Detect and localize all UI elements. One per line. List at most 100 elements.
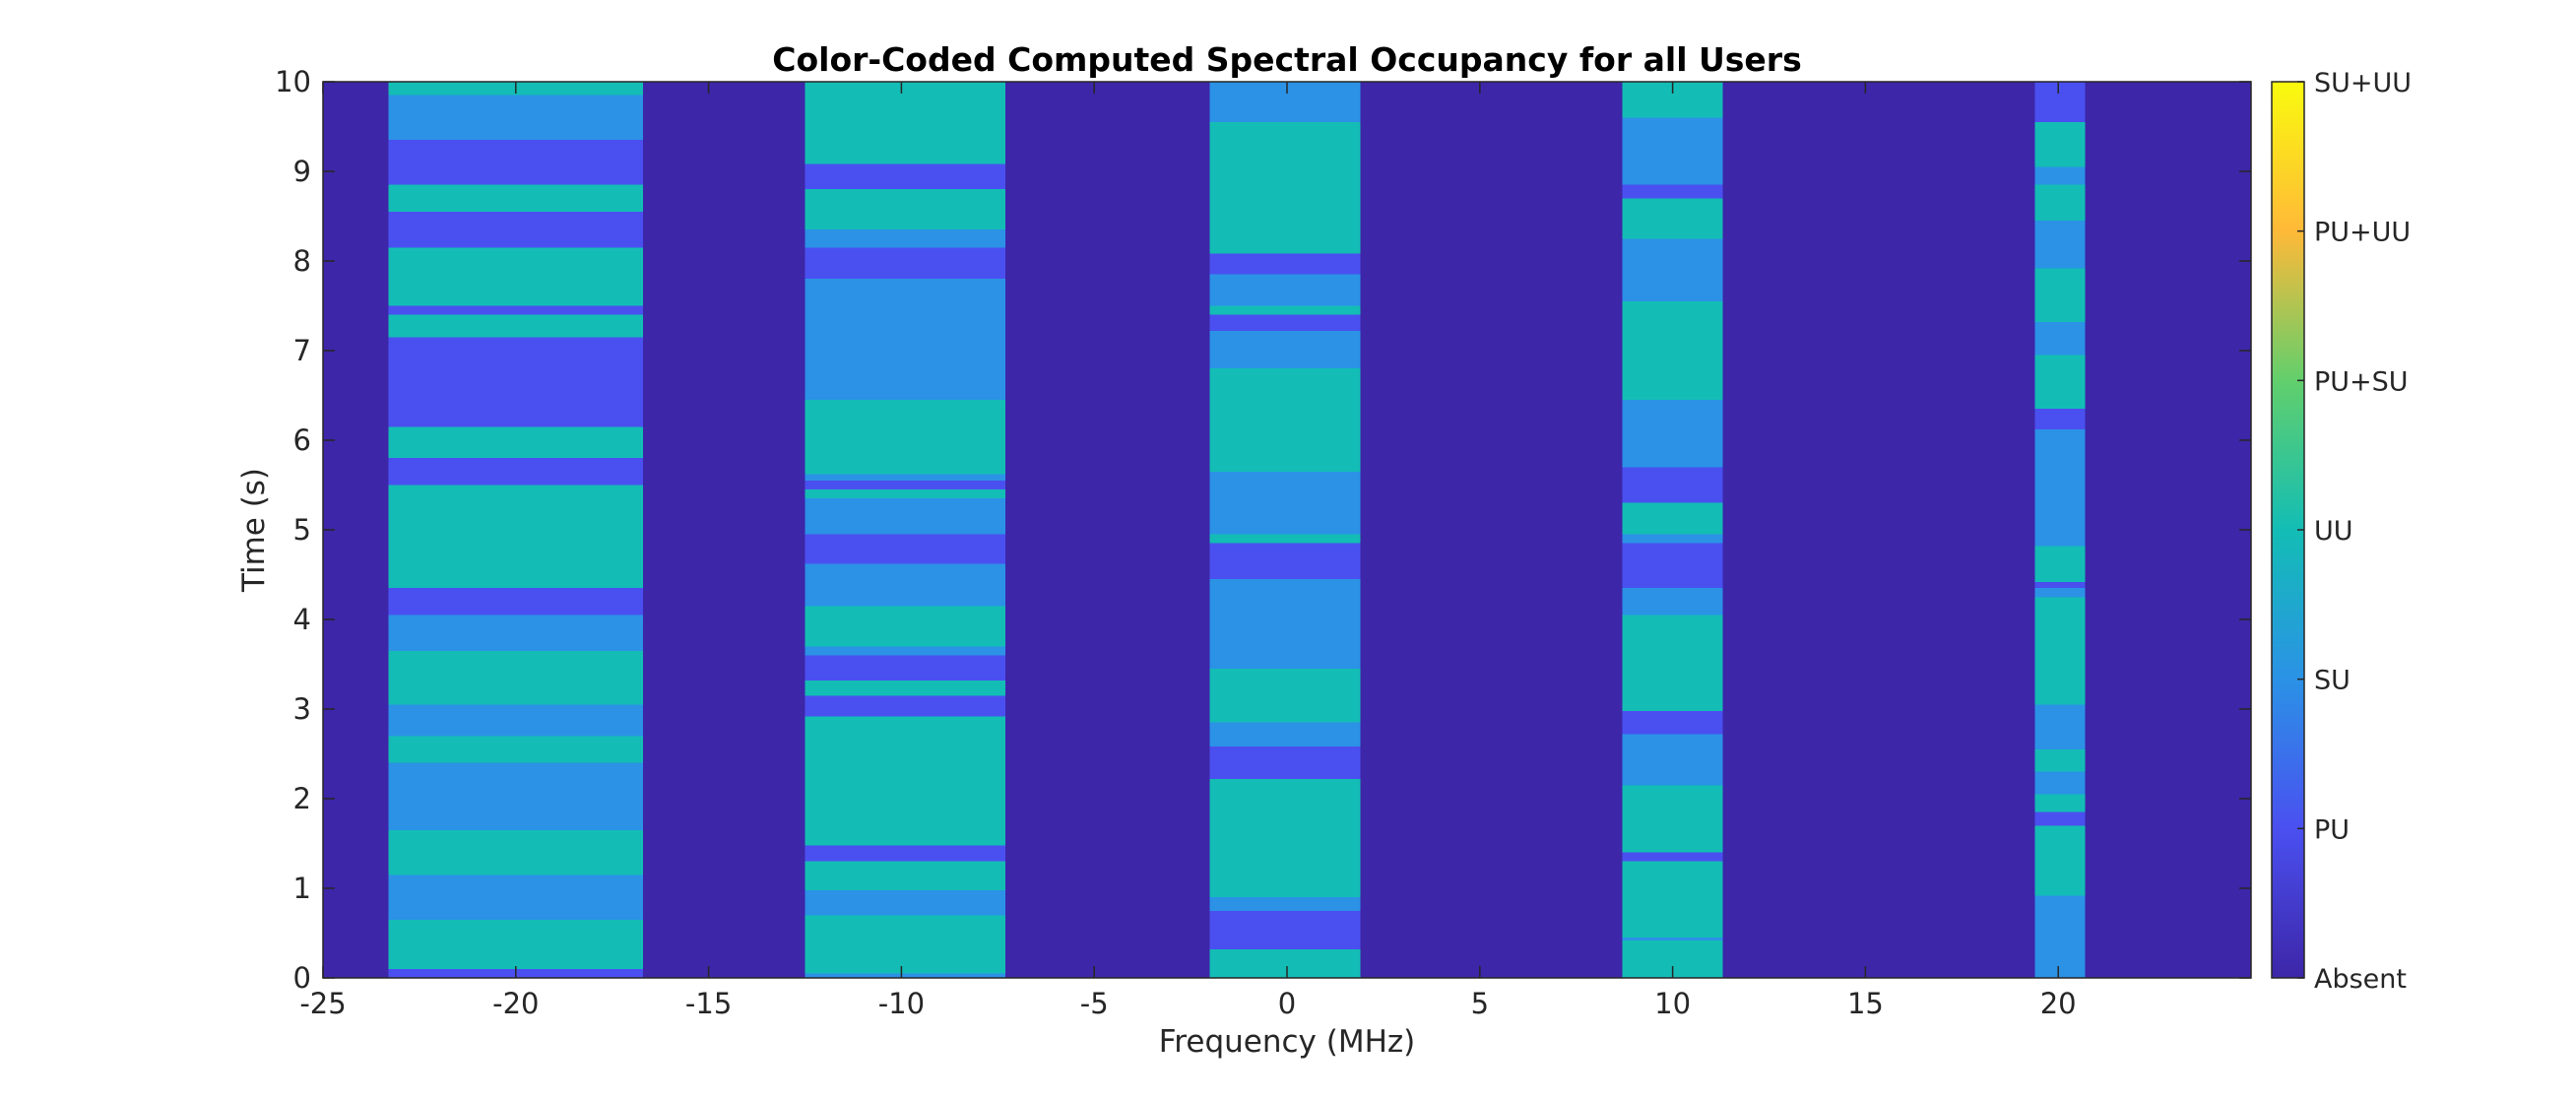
occupancy-cell — [805, 563, 1006, 607]
occupancy-cell — [1209, 368, 1361, 472]
occupancy-cell — [388, 704, 644, 737]
occupancy-cell — [2034, 895, 2086, 978]
occupancy-cell — [2034, 588, 2086, 598]
occupancy-cell — [2034, 581, 2086, 589]
occupancy-cell — [2034, 221, 2086, 269]
occupancy-cell — [1209, 330, 1361, 369]
occupancy-cell — [805, 534, 1006, 564]
occupancy-cell — [1209, 722, 1361, 747]
colorbar-label: SU+UU — [2314, 68, 2412, 98]
y-tick-label: 5 — [293, 513, 311, 547]
occupancy-cell — [2034, 121, 2086, 167]
occupancy-cell — [1209, 669, 1361, 723]
occupancy-cell — [388, 690, 644, 705]
y-tick-label: 4 — [293, 603, 311, 636]
occupancy-cell — [2034, 704, 2086, 749]
occupancy-cell — [2034, 825, 2086, 896]
occupancy-cell — [1209, 274, 1361, 306]
colorbar-label: SU — [2314, 666, 2351, 696]
occupancy-cell — [2034, 546, 2086, 582]
x-tick-label: 5 — [1471, 987, 1489, 1020]
occupancy-cell — [805, 655, 1006, 680]
occupancy-cell — [1209, 253, 1361, 275]
occupancy-cell — [1209, 897, 1361, 911]
occupancy-cell — [388, 762, 644, 830]
occupancy-cell — [388, 736, 644, 763]
occupancy-cell — [2034, 794, 2086, 812]
occupancy-cell — [1622, 117, 1723, 185]
occupancy-cell — [805, 606, 1006, 647]
occupancy-cell — [805, 82, 1006, 164]
occupancy-cell — [805, 973, 1006, 978]
occupancy-cell — [1622, 238, 1723, 301]
occupancy-cell — [388, 588, 644, 615]
y-tick-label: 10 — [275, 65, 311, 98]
occupancy-cell — [1622, 534, 1723, 544]
y-tick-label: 1 — [293, 872, 311, 905]
occupancy-cell — [388, 615, 644, 651]
occupancy-cell — [2034, 184, 2086, 222]
occupancy-cell — [805, 716, 1006, 846]
occupancy-cell — [388, 140, 644, 185]
occupancy-cell — [388, 485, 644, 589]
occupancy-cell — [805, 646, 1006, 656]
x-tick-label: 10 — [1654, 987, 1691, 1020]
occupancy-cell — [1622, 734, 1723, 786]
y-tick-label: 9 — [293, 155, 311, 188]
occupancy-band-4 — [1622, 82, 1723, 978]
occupancy-cell — [1622, 502, 1723, 535]
occupancy-cell — [1209, 778, 1361, 898]
occupancy-cell — [2034, 409, 2086, 430]
occupancy-cell — [1622, 300, 1723, 401]
occupancy-cell — [1209, 910, 1361, 949]
occupancy-cell — [805, 189, 1006, 230]
occupancy-cell — [388, 650, 644, 691]
colorbar-label: PU+UU — [2314, 218, 2411, 248]
y-axis-label: Time (s) — [236, 468, 272, 593]
occupancy-cell — [805, 247, 1006, 280]
occupancy-cell — [1622, 938, 1723, 940]
x-tick-label: -20 — [492, 987, 539, 1020]
occupancy-cell — [1209, 543, 1361, 580]
occupancy-cell — [388, 337, 644, 427]
occupancy-cell — [805, 915, 1006, 974]
occupancy-band-3 — [1209, 82, 1361, 978]
occupancy-band-1 — [388, 82, 644, 978]
chart-title: Color-Coded Computed Spectral Occupancy … — [772, 40, 1801, 79]
plot-area: -25 -20 -15 -10 -5 0 5 10 15 20 0 1 2 3 4 5 6 7 8 9 10 — [275, 65, 2252, 1020]
occupancy-cell — [2034, 748, 2086, 772]
occupancy-cell — [805, 163, 1006, 190]
x-tick-label: 0 — [1278, 987, 1296, 1020]
y-tick-label: 0 — [293, 961, 311, 995]
occupancy-cell — [2034, 811, 2086, 826]
x-tick-label: 20 — [2040, 987, 2077, 1020]
occupancy-cell — [1622, 852, 1723, 862]
occupancy-cell — [805, 474, 1006, 481]
y-tick-label: 7 — [293, 334, 311, 367]
occupancy-cell — [1209, 534, 1361, 544]
occupancy-cell — [388, 95, 644, 141]
y-tick-label: 8 — [293, 244, 311, 278]
occupancy-cell — [1622, 184, 1723, 199]
occupancy-band-2 — [805, 82, 1006, 978]
occupancy-cell — [1622, 467, 1723, 503]
occupancy-cell — [2034, 82, 2086, 122]
x-axis-label: Frequency (MHz) — [1159, 1024, 1416, 1060]
occupancy-cell — [805, 400, 1006, 475]
occupancy-cell — [1209, 121, 1361, 254]
occupancy-cell — [1622, 785, 1723, 853]
occupancy-cell — [1209, 471, 1361, 535]
occupancy-cell — [388, 829, 644, 875]
occupancy-cell — [1622, 588, 1723, 615]
y-tick-label: 3 — [293, 692, 311, 726]
occupancy-cell — [388, 305, 644, 315]
colorbar-label: Absent — [2314, 964, 2407, 995]
occupancy-cell — [805, 861, 1006, 890]
occupancy-cell — [388, 247, 644, 306]
occupancy-cell — [1622, 710, 1723, 735]
occupancy-cell — [805, 480, 1006, 490]
occupancy-cell — [805, 695, 1006, 717]
x-tick-label: 15 — [1847, 987, 1884, 1020]
colorbar-label: PU — [2314, 814, 2350, 845]
